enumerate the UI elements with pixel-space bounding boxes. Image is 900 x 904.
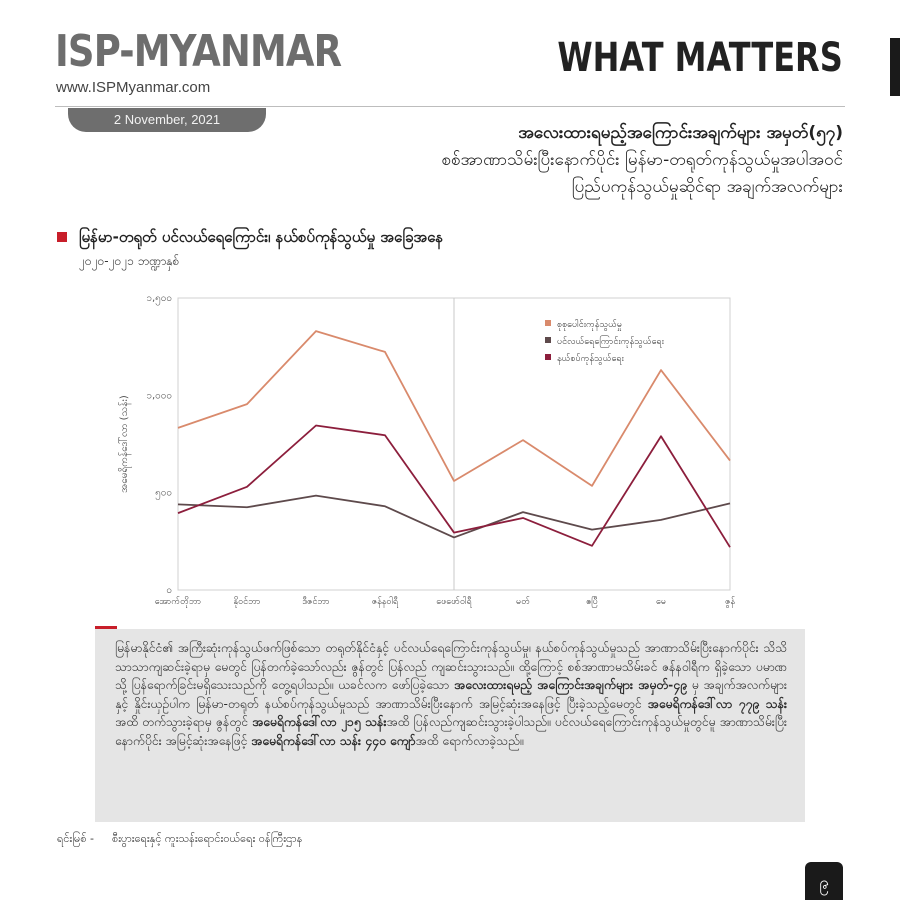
x-tick-label: အောက်တိုဘာ [155, 596, 201, 608]
series-label: WHAT MATTERS [557, 35, 843, 81]
source-label: ရင်းမြစ် - [57, 832, 94, 845]
title-line-2: စစ်အာဏာသိမ်းပြီးနောက်ပိုင်း မြန်မာ-တရုတ်… [441, 150, 843, 170]
website-url[interactable]: www.ISPMyanmar.com [56, 79, 211, 96]
header-rule [55, 106, 845, 107]
section-marker [57, 232, 67, 242]
x-tick-label: ဒီဇင်ဘာ [302, 596, 329, 607]
brand-logo: ISP-MYANMAR [55, 26, 342, 77]
legend-label-1: စုစုပေါင်းကုန်သွယ်မှု [557, 319, 622, 331]
legend-swatch-1 [545, 320, 551, 326]
note-accent [95, 626, 117, 629]
x-tick-label: ဇန်နဝါရီ [372, 596, 399, 608]
legend-swatch-2 [545, 337, 551, 343]
title-line-3: ပြည်ပကုန်သွယ်မှုဆိုင်ရာ အချက်အလက်များ [571, 177, 843, 197]
x-tick-label: မေ [656, 597, 666, 607]
section-subtitle: ၂၀၂၀-၂၀၂၁ ဘဏ္ဍာနှစ် [79, 254, 180, 268]
source-text: စီးပွားရေးနှင့် ကူးသန်းရောင်းဝယ်ရေး ဝန်က… [112, 832, 303, 845]
page-number: ၉ [805, 862, 843, 900]
series-line-2 [177, 494, 731, 539]
title-line-1: အလေးထားရမည့်အကြောင်းအချက်များ အမှတ်(၅၇) [518, 123, 843, 143]
note-box: မြန်မာနိုင်ငံ၏ အကြီးဆုံးကုန်သွယ်ဖက်ဖြစ်သ… [95, 629, 805, 822]
edge-bar [890, 38, 900, 96]
date-badge: 2 November, 2021 [68, 108, 266, 132]
x-tick-label: ဖေဖော်ဝါရီ [436, 596, 472, 608]
section-title: မြန်မာ-တရုတ် ပင်လယ်ရေကြောင်း၊ နယ်စပ်ကုန်… [79, 228, 444, 246]
y-tick-label: ၅၀၀ [155, 488, 172, 501]
x-tick-label: ဇွန် [725, 596, 736, 608]
y-tick-label: ၀ [166, 585, 172, 596]
x-tick-label: မတ် [516, 596, 530, 607]
series-line-3 [177, 424, 731, 548]
source-line: ရင်းမြစ် - စီးပွားရေးနှင့် ကူးသန်းရောင်းဝ… [57, 832, 302, 848]
y-tick-label: ၁,၅၀၀ [146, 293, 172, 306]
legend-label-2: ပင်လယ်ရေကြောင်းကုန်သွယ်ရေး [557, 335, 665, 348]
x-tick-label: နိုဝင်ဘာ [233, 596, 260, 608]
note-text: မြန်မာနိုင်ငံ၏ အကြီးဆုံးကုန်သွယ်ဖက်ဖြစ်သ… [115, 641, 787, 748]
x-tick-label: ဧပြီ [586, 596, 598, 608]
legend-swatch-3 [545, 354, 551, 360]
series-line-1 [177, 330, 731, 487]
page-title: အလေးထားရမည့်အကြောင်းအချက်များ အမှတ်(၅၇) … [441, 120, 843, 201]
legend-label-3: နယ်စပ်ကုန်သွယ်ရေး [557, 353, 625, 365]
y-axis-label: အမေရိကန်ဒေါ်လာ (သန်း) [117, 395, 132, 493]
y-tick-label: ၁,၀၀၀ [146, 390, 172, 401]
